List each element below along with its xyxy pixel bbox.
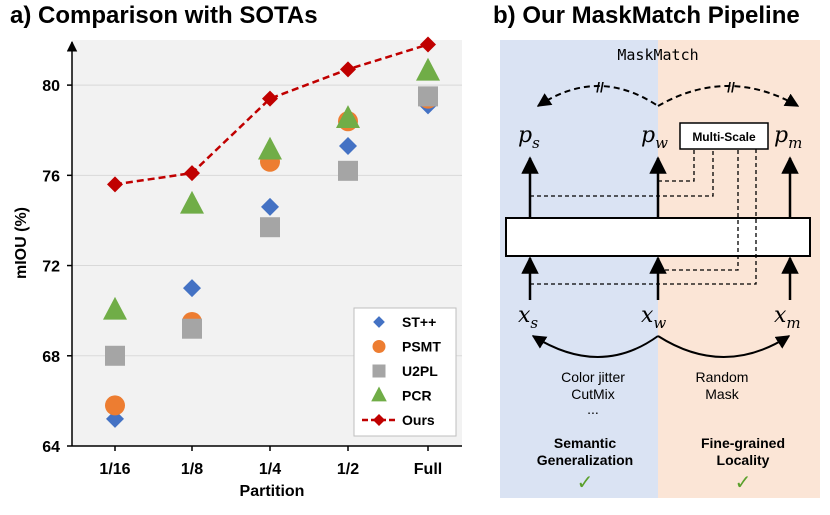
augment-arc-left [531,335,659,358]
data-point [336,105,360,128]
multi-scale-connectors [530,149,757,285]
property-locality: Locality [717,452,770,468]
multi-scale-label: Multi-Scale [692,130,756,144]
data-point [340,61,356,78]
series-pcr [103,57,440,320]
legend-label: U2PL [402,363,438,379]
data-point [339,137,357,156]
stop-gradient-mark-right: // [727,79,735,95]
data-point [106,409,124,428]
weak-branch-background [500,40,658,498]
aug-cutmix: CutMix [571,386,615,402]
aug-mask: Mask [705,386,739,402]
legend-item: Ours [362,412,435,428]
legend-item: PCR [371,386,432,404]
y-axis-label: mIOU (%) [13,207,30,279]
property-semantic: Semantic [554,435,616,451]
x-tick-label: 1/4 [259,461,281,478]
input-x-w: xw [641,303,666,332]
input-x-s: xs [518,303,538,332]
data-point [420,36,436,53]
x-tick-label: 1/2 [337,461,359,478]
data-point [105,345,125,366]
legend-marker [373,316,385,328]
x-tick-label: 1/16 [99,461,130,478]
y-tick-label: 64 [42,439,60,456]
legend-marker [372,340,386,353]
output-p-m: pm [774,123,802,152]
data-point [258,136,282,160]
legend-marker [373,414,385,426]
check-icon-right: ✓ [735,470,752,494]
legend-label: Ours [402,412,435,428]
arc-pw-pm [657,85,800,107]
y-tick-label: 80 [42,78,60,95]
y-tick-label: 72 [42,259,60,276]
x-tick-label: 1/8 [181,461,203,478]
output-p-s: ps [518,123,540,152]
data-point [260,217,280,238]
legend-label: PCR [402,388,432,404]
strong-branch-background [658,40,820,498]
data-point [103,296,127,320]
output-p-w: pw [641,123,668,152]
legend-label: PSMT [402,339,441,355]
x-tick-label: Full [414,461,442,478]
series-layer [103,36,440,428]
multi-scale-box [679,122,769,150]
legend-marker [371,386,387,402]
legend-box [353,307,457,437]
augment-arc-right [657,335,791,358]
legend: ST++ PSMT U2PL PCR Ours [353,307,457,437]
chart-a-title: a) Comparison with SOTAs [10,2,318,29]
y-ticks: 64 68 72 76 80 [42,78,72,456]
legend-item: ST++ [373,314,436,330]
network-block [505,217,811,257]
check-icon-left: ✓ [577,470,594,494]
data-point [182,318,202,339]
legend-item: PSMT [372,339,441,355]
data-point [183,279,201,298]
data-point [180,190,204,214]
data-point [416,57,440,81]
data-point [418,86,438,107]
data-point [105,395,125,416]
data-point [107,176,123,193]
legend-item: U2PL [372,363,438,379]
y-tick-label: 76 [42,168,60,185]
input-x-m: xm [774,303,801,332]
series-u2pl [105,86,438,366]
x-ticks: 1/16 1/8 1/4 1/2 Full [99,446,442,478]
data-point [262,90,278,107]
stop-gradient-mark-left: // [596,79,604,95]
y-tick-label: 68 [42,349,60,366]
legend-label: ST++ [402,314,436,330]
arc-ps-pw [536,85,659,107]
series-ours [107,36,436,193]
aug-random: Random [696,369,749,385]
data-point [184,165,200,182]
property-generalization: Generalization [537,452,633,468]
pipeline-title: b) Our MaskMatch Pipeline [493,2,800,29]
aug-more: ... [587,401,599,417]
legend-marker [372,364,386,378]
property-fine-grained: Fine-grained [701,435,785,451]
data-point [261,197,279,216]
aug-color-jitter: Color jitter [561,369,625,385]
framework-label: MaskMatch [617,46,698,64]
data-point [338,160,358,181]
x-axis-label: Partition [240,483,305,500]
